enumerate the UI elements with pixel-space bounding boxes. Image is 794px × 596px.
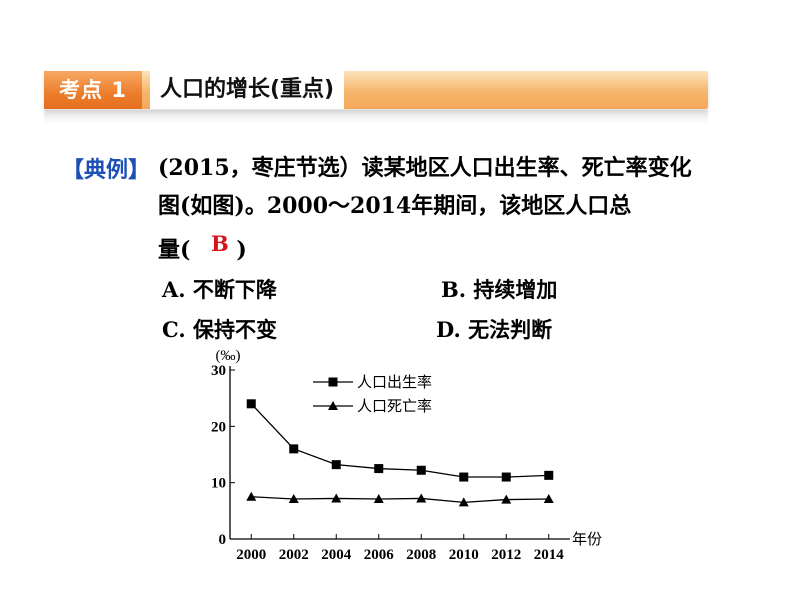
death-rate-point [416,493,427,503]
answer-line: 量() [158,232,247,264]
y-unit-label: (‰) [216,348,241,364]
birth-rate-point [544,470,554,480]
option-d[interactable]: D. 无法判断 [436,317,553,342]
option-a[interactable]: A. 不断下降 [162,277,277,302]
header-shadow [44,110,708,124]
y-tick-label: 20 [211,419,226,435]
death-rate-point [331,493,342,503]
birth-death-rate-chart: (‰) 年份 0 10 20 30 2000 2002 2004 2006 2008 2010 201… [211,348,603,563]
x-tick-label: 2014 [534,547,565,563]
birth-rate-point [331,460,341,470]
legend-square-marker [328,377,338,387]
x-tick-label: 2006 [364,547,395,563]
series-line-0 [250,403,549,478]
answer-prefix: 量( [158,237,191,263]
legend-label: 人口出生率 [357,374,432,391]
death-rate-point [246,491,257,501]
answer-letter: B [211,231,229,256]
y-tick-label: 0 [219,532,227,548]
birth-rate-point [289,444,299,454]
x-tick-label: 2012 [491,547,521,563]
x-tick-label: 2002 [279,547,309,563]
birth-rate-point [501,472,511,482]
y-tick-label: 10 [211,476,226,492]
x-tick-label: 2010 [449,547,479,563]
death-rate-point [458,497,469,507]
x-tick-label: 2000 [236,547,266,563]
x-tick-label: 2004 [321,547,352,563]
option-c[interactable]: C. 保持不变 [162,317,277,342]
death-rate-point [543,494,554,504]
y-tick-label: 30 [211,363,226,379]
x-tick-label: 2008 [406,547,436,563]
death-rate-point [288,494,299,504]
series-line-1 [251,496,549,504]
birth-rate-point [459,472,469,482]
death-rate-point [373,494,384,504]
option-b[interactable]: B. 持续增加 [441,277,558,302]
answer-suffix: ) [236,237,247,263]
birth-rate-point [374,464,384,474]
legend-label: 人口死亡率 [357,398,432,415]
chart-ticks: 0 10 20 30 2000 2002 2004 2006 2008 2010 2012 2014 [211,363,564,563]
x-unit-label: 年份 [572,531,602,548]
chart-axes: (‰) 年份 [216,348,603,548]
chart-series [246,399,554,507]
question-text: (2015，枣庄节选）读某地区人口出生率、死亡率变化图(如图)。2000～201… [158,155,692,219]
birth-rate-point [246,399,256,409]
example-label: 【典例】 [62,158,151,183]
section-title: 人口的增长(重点) [150,71,345,109]
death-rate-point [501,494,512,504]
section-header: 考点 1 人口的增长(重点) [44,71,708,109]
section-tag: 考点 1 [44,71,142,109]
legend-triangle-marker [328,401,338,410]
birth-rate-point [416,465,426,475]
